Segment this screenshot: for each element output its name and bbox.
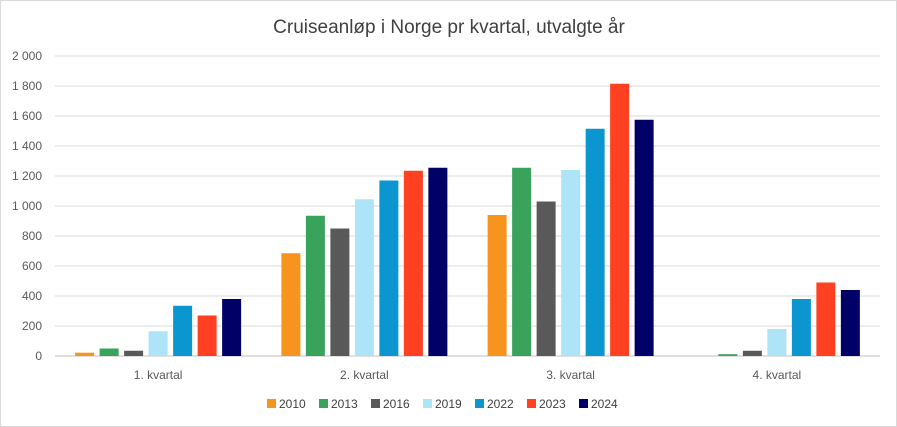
legend-label-2010: 2010: [279, 397, 306, 411]
bar-2013-q3: [512, 167, 532, 356]
bar-2019-q3: [561, 170, 581, 356]
y-tick-label: 1 000: [12, 199, 42, 213]
legend-label-2019: 2019: [435, 397, 462, 411]
bar-2013-q2: [305, 215, 325, 356]
y-axis: 0 200 400 600 800 1 000 1 200 1 400 1 600 1 800 2 …: [12, 49, 42, 363]
legend-label-2016: 2016: [383, 397, 410, 411]
bar-2023-q4: [816, 282, 836, 356]
legend-swatch-2024: [579, 399, 588, 408]
bar-2010-q2: [281, 253, 301, 356]
x-category-label: 2. kvartal: [340, 368, 389, 382]
y-tick-label: 400: [22, 289, 42, 303]
bar-2016-q2: [330, 228, 350, 356]
x-category-label: 1. kvartal: [134, 368, 183, 382]
legend-swatch-2022: [475, 399, 484, 408]
x-axis: 1. kvartal 2. kvartal 3. kvartal 4. kvartal: [134, 368, 801, 382]
bar-2024-q2: [428, 167, 448, 356]
legend-swatch-2019: [423, 399, 432, 408]
bar-2013-q1: [99, 348, 119, 356]
bar-2022-q4: [791, 299, 811, 356]
legend-label-2024: 2024: [591, 397, 618, 411]
bar-2019-q2: [354, 199, 374, 356]
bar-2023-q1: [197, 315, 217, 356]
x-category-label: 3. kvartal: [546, 368, 595, 382]
y-tick-label: 1 400: [12, 139, 42, 153]
gridlines: [55, 55, 880, 357]
bar-2023-q3: [610, 83, 630, 356]
bar-2016-q3: [536, 201, 556, 356]
bar-2023-q2: [403, 170, 423, 356]
bar-2016-q4: [742, 350, 762, 356]
y-tick-label: 600: [22, 259, 42, 273]
bar-2024-q4: [840, 290, 860, 356]
bar-2024-q3: [634, 119, 654, 356]
legend-swatch-2013: [319, 399, 328, 408]
y-tick-label: 2 000: [12, 49, 42, 63]
y-tick-label: 200: [22, 319, 42, 333]
legend: 2010 2013 2016 2019 2022 2023 2024: [267, 397, 618, 411]
bar-2022-q3: [585, 128, 605, 356]
bar-2013-q4: [718, 354, 738, 356]
y-tick-label: 800: [22, 229, 42, 243]
y-tick-label: 1 600: [12, 109, 42, 123]
bar-2019-q1: [148, 331, 168, 356]
bar-2016-q1: [124, 350, 144, 356]
legend-swatch-2016: [371, 399, 380, 408]
bar-2010-q1: [75, 352, 95, 356]
bars: [75, 83, 860, 356]
chart-title: Cruiseanløp i Norge pr kvartal, utvalgte…: [273, 17, 625, 38]
x-category-label: 4. kvartal: [753, 368, 802, 382]
legend-label-2013: 2013: [331, 397, 358, 411]
legend-label-2022: 2022: [487, 397, 514, 411]
bar-2022-q2: [379, 180, 399, 356]
bar-2019-q4: [767, 329, 787, 356]
y-tick-label: 1 800: [12, 79, 42, 93]
bar-2024-q1: [222, 299, 242, 356]
legend-swatch-2010: [267, 399, 276, 408]
bar-2010-q3: [487, 215, 507, 356]
y-tick-label: 1 200: [12, 169, 42, 183]
legend-label-2023: 2023: [539, 397, 566, 411]
bar-2022-q1: [173, 305, 193, 356]
legend-swatch-2023: [527, 399, 536, 408]
y-tick-label: 0: [35, 349, 42, 363]
